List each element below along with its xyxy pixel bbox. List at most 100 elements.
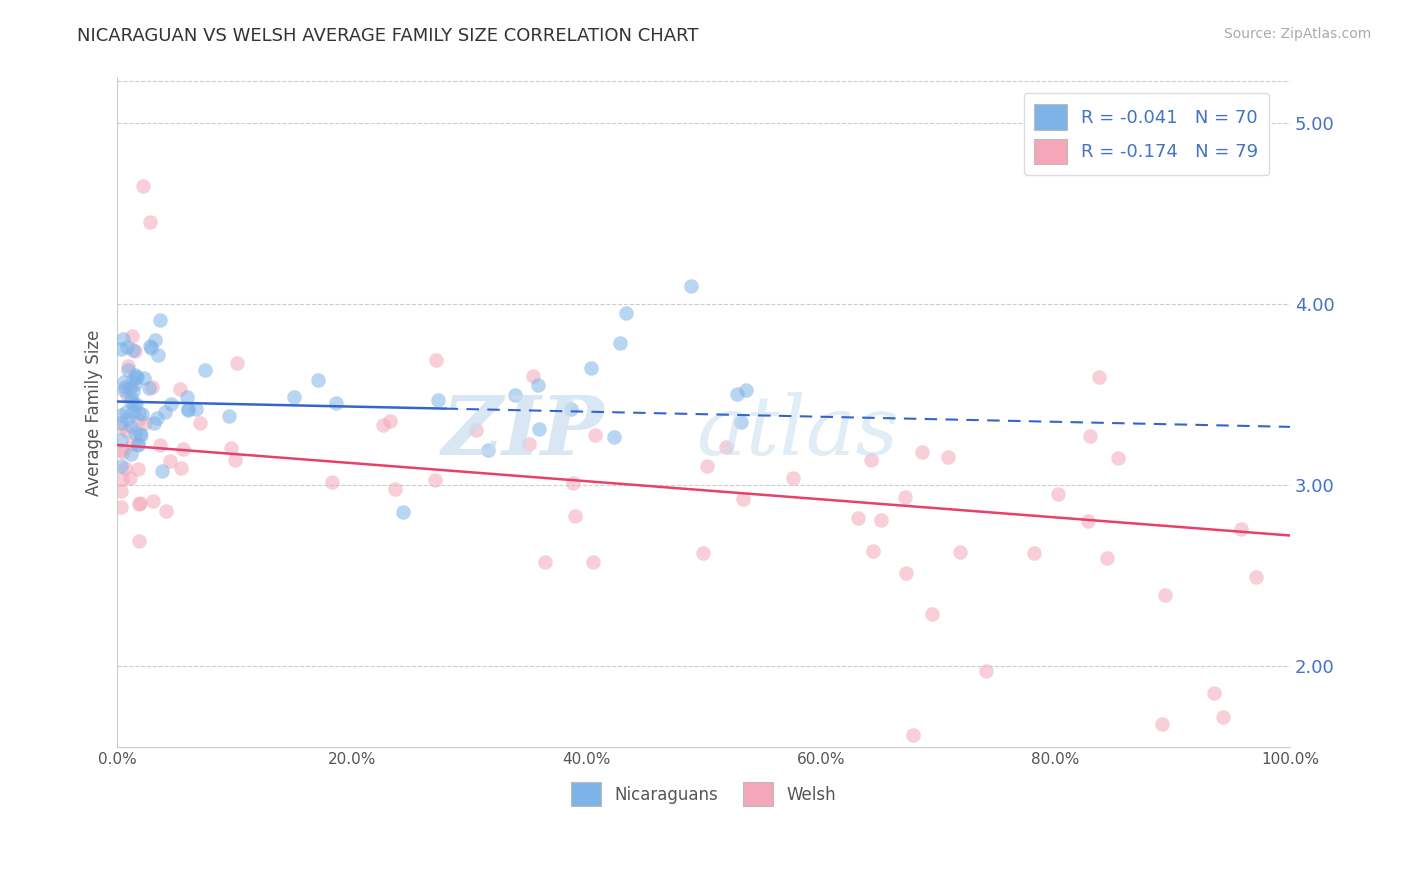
Point (1095, 550, 1118, 565)
Text: Source: ZipAtlas.com: Source: ZipAtlas.com (1223, 27, 1371, 41)
Point (121, 374, 143, 388)
Y-axis label: Average Family Size: Average Family Size (86, 329, 103, 496)
Point (1150, 716, 1173, 731)
Point (128, 406, 150, 420)
Point (138, 339, 160, 353)
Point (117, 359, 139, 374)
Point (110, 419, 132, 434)
Point (219, 441, 242, 455)
Point (134, 416, 156, 430)
Point (159, 397, 181, 411)
Point (534, 555, 557, 569)
Point (1107, 451, 1129, 466)
Point (121, 436, 143, 450)
Point (143, 416, 166, 430)
Point (112, 383, 135, 397)
Point (114, 379, 136, 393)
Point (153, 405, 176, 419)
Point (125, 370, 148, 384)
Point (782, 471, 804, 485)
Point (131, 407, 153, 421)
Legend: Nicaraguans, Welsh: Nicaraguans, Welsh (564, 776, 842, 813)
Point (425, 352, 447, 367)
Point (149, 313, 172, 327)
Point (117, 363, 139, 377)
Point (124, 425, 146, 440)
Point (696, 458, 718, 473)
Point (862, 544, 884, 558)
Point (122, 405, 145, 419)
Point (115, 388, 138, 402)
Point (125, 370, 148, 384)
Point (176, 390, 198, 404)
Point (188, 416, 211, 430)
Point (894, 491, 917, 505)
Point (143, 334, 166, 348)
Text: NICARAGUAN VS WELSH AVERAGE FAMILY SIZE CORRELATION CHART: NICARAGUAN VS WELSH AVERAGE FAMILY SIZE … (77, 27, 699, 45)
Point (110, 500, 132, 514)
Point (1078, 429, 1101, 443)
Point (112, 445, 135, 459)
Point (392, 505, 415, 519)
Point (131, 179, 153, 194)
Point (120, 391, 142, 405)
Point (734, 383, 756, 397)
Point (120, 419, 142, 434)
Point (129, 428, 152, 442)
Point (155, 504, 177, 518)
Point (503, 388, 526, 402)
Point (127, 413, 149, 427)
Point (1204, 686, 1226, 700)
Point (527, 378, 550, 392)
Point (115, 411, 138, 425)
Point (1022, 547, 1045, 561)
Point (110, 442, 132, 457)
Point (124, 368, 146, 382)
Point (122, 384, 145, 398)
Point (184, 402, 207, 417)
Point (138, 381, 160, 395)
Point (111, 332, 134, 346)
Point (169, 383, 191, 397)
Point (522, 368, 544, 383)
Point (124, 343, 146, 358)
Point (118, 381, 141, 395)
Point (614, 306, 637, 320)
Point (901, 728, 924, 742)
Point (128, 427, 150, 442)
Point (218, 409, 240, 424)
Point (609, 336, 631, 351)
Point (146, 348, 169, 362)
Point (120, 447, 142, 461)
Point (560, 401, 582, 416)
Text: atlas: atlas (696, 392, 898, 473)
Point (146, 411, 169, 425)
Point (122, 398, 145, 412)
Point (115, 424, 138, 438)
Point (1230, 522, 1253, 536)
Point (121, 328, 143, 343)
Point (125, 397, 148, 411)
Point (139, 341, 162, 355)
Point (976, 665, 998, 679)
Point (911, 445, 934, 459)
Point (602, 430, 624, 444)
Point (921, 607, 943, 621)
Point (1087, 370, 1109, 384)
Point (378, 414, 401, 428)
Point (224, 453, 246, 467)
Point (730, 415, 752, 429)
Point (128, 496, 150, 510)
Point (110, 458, 132, 473)
Point (150, 464, 173, 478)
Point (110, 343, 132, 357)
Point (110, 484, 132, 499)
Point (226, 356, 249, 370)
Point (194, 363, 217, 377)
Text: ZIP: ZIP (441, 392, 605, 473)
Point (172, 442, 194, 456)
Point (115, 405, 138, 419)
Point (176, 403, 198, 417)
Point (1046, 487, 1069, 501)
Point (176, 402, 198, 417)
